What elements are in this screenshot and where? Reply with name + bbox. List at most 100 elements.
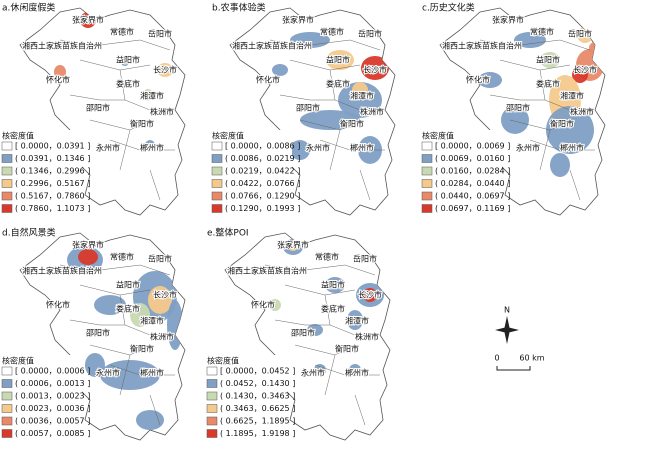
legend-swatch [1,166,13,176]
density-blob [143,89,153,101]
city-label: 长沙市 [153,65,177,75]
density-surface [269,239,384,376]
city-label: 益阳市 [321,280,345,290]
legend: 核密度值[ 0.0000，0.0086 ] ( 0.0086，0.0219 ] ( … [210,130,300,222]
legend-title: 核密度值 [2,356,34,366]
legend-label: [ 0.0000，0.0069 ] [435,142,510,151]
density-blob [307,324,323,336]
legend-swatch [421,154,433,163]
legend-swatch [1,154,13,163]
density-blob [100,360,160,390]
city-label: 永州市 [96,143,120,153]
city-label: 张家界市 [277,240,309,250]
legend-swatch [1,416,13,426]
city-label: 郴州市 [350,143,374,153]
density-blob [130,303,150,327]
density-blob [145,140,155,150]
city-label: 永州市 [516,143,540,153]
city-label: 湘西土家族苗族自治州 [232,41,312,51]
legend-swatch [211,204,223,213]
legend-label: ( 0.0057，0.0085 ] [15,429,90,438]
legend-label: ( 0.0036，0.0057 ] [15,417,90,426]
city-label: 湘潭市 [140,316,164,326]
city-label: 株洲市 [570,107,594,117]
city-label: 娄底市 [321,304,345,314]
density-blob [148,286,172,314]
legend-label: ( 0.5167，0.7860 ] [15,192,90,201]
density-blob [157,63,173,77]
city-label: 湘潭市 [560,91,584,101]
scale-label: 60 km [519,354,544,363]
scale-label: 0 [494,354,499,363]
density-blob [338,82,382,118]
city-label: 怀化市 [46,75,70,85]
city-label: 娄底市 [536,79,560,89]
city-label: 常德市 [320,27,344,37]
city-label: 怀化市 [251,300,275,310]
density-blob [572,67,588,83]
city-label: 益阳市 [116,280,140,290]
compass-label: N [504,306,510,315]
city-label: 长沙市 [573,65,597,75]
city-label: 邵阳市 [86,328,110,338]
legend-swatch [206,429,218,438]
density-blob [514,32,546,48]
city-label: 邵阳市 [291,328,315,338]
legend-swatch [206,366,218,376]
legend-label: ( 0.0391，0.1346 ] [15,154,90,163]
city-label: 株洲市 [150,107,174,117]
city-label: 邵阳市 [506,103,530,113]
city-label: 岳阳市 [568,29,592,39]
density-blob [478,72,502,88]
legend-swatch [211,141,223,151]
compass: N [495,306,519,344]
legend-swatch [1,141,13,151]
density-blob [300,110,360,130]
legend-label: ( 0.0023，0.0036 ] [15,404,90,413]
scale-bar: 0 60 km [494,354,545,371]
city-label: 岳阳市 [353,254,377,264]
city-label: 张家界市 [72,240,104,250]
legend-swatch [211,166,223,176]
legend-swatch [206,379,218,388]
legend-label: [ 0.0000，0.0006 ] [15,367,90,376]
density-blob [121,58,129,66]
city-label: 张家界市 [492,15,524,25]
city-label: 衡阳市 [550,119,574,129]
legend-label: ( 0.0006，0.0013 ] [15,379,90,388]
density-blob [94,295,126,315]
city-label: 永州市 [306,143,330,153]
density-blob [540,52,560,68]
density-blob [288,243,298,251]
city-label: 衡阳市 [335,344,359,354]
legend-swatch [206,391,218,401]
city-label: 湘西土家族苗族自治州 [22,41,102,51]
density-blob [589,42,601,54]
legend-label: ( 0.0069，0.0160 ] [435,154,510,163]
panel-title: e.整体POI [207,227,249,239]
legend-swatch [421,166,433,176]
legend-bg [205,355,287,447]
legend-bg [420,130,502,222]
legend-label: [ 0.0000，0.0391 ] [15,142,90,151]
legend-label: ( 0.2996，0.5167 ] [15,179,90,188]
density-blob [501,106,529,134]
city-label: 常德市 [530,27,554,37]
city-label: 湘潭市 [345,316,369,326]
city-label: 郴州市 [560,143,584,153]
city-label: 娄底市 [116,79,140,89]
density-blob [546,106,594,154]
city-label: 常德市 [110,252,134,262]
legend-swatch [211,154,223,163]
density-blob [85,353,105,377]
city-label: 张家界市 [72,15,104,25]
city-label: 常德市 [315,252,339,262]
legend-bg [0,130,82,222]
compass-rose [495,316,519,344]
city-label: 常德市 [110,27,134,37]
legend-label: ( 0.0452，0.1430 ] [220,379,295,388]
legend-label: ( 0.0219，0.0422 ] [225,167,300,176]
